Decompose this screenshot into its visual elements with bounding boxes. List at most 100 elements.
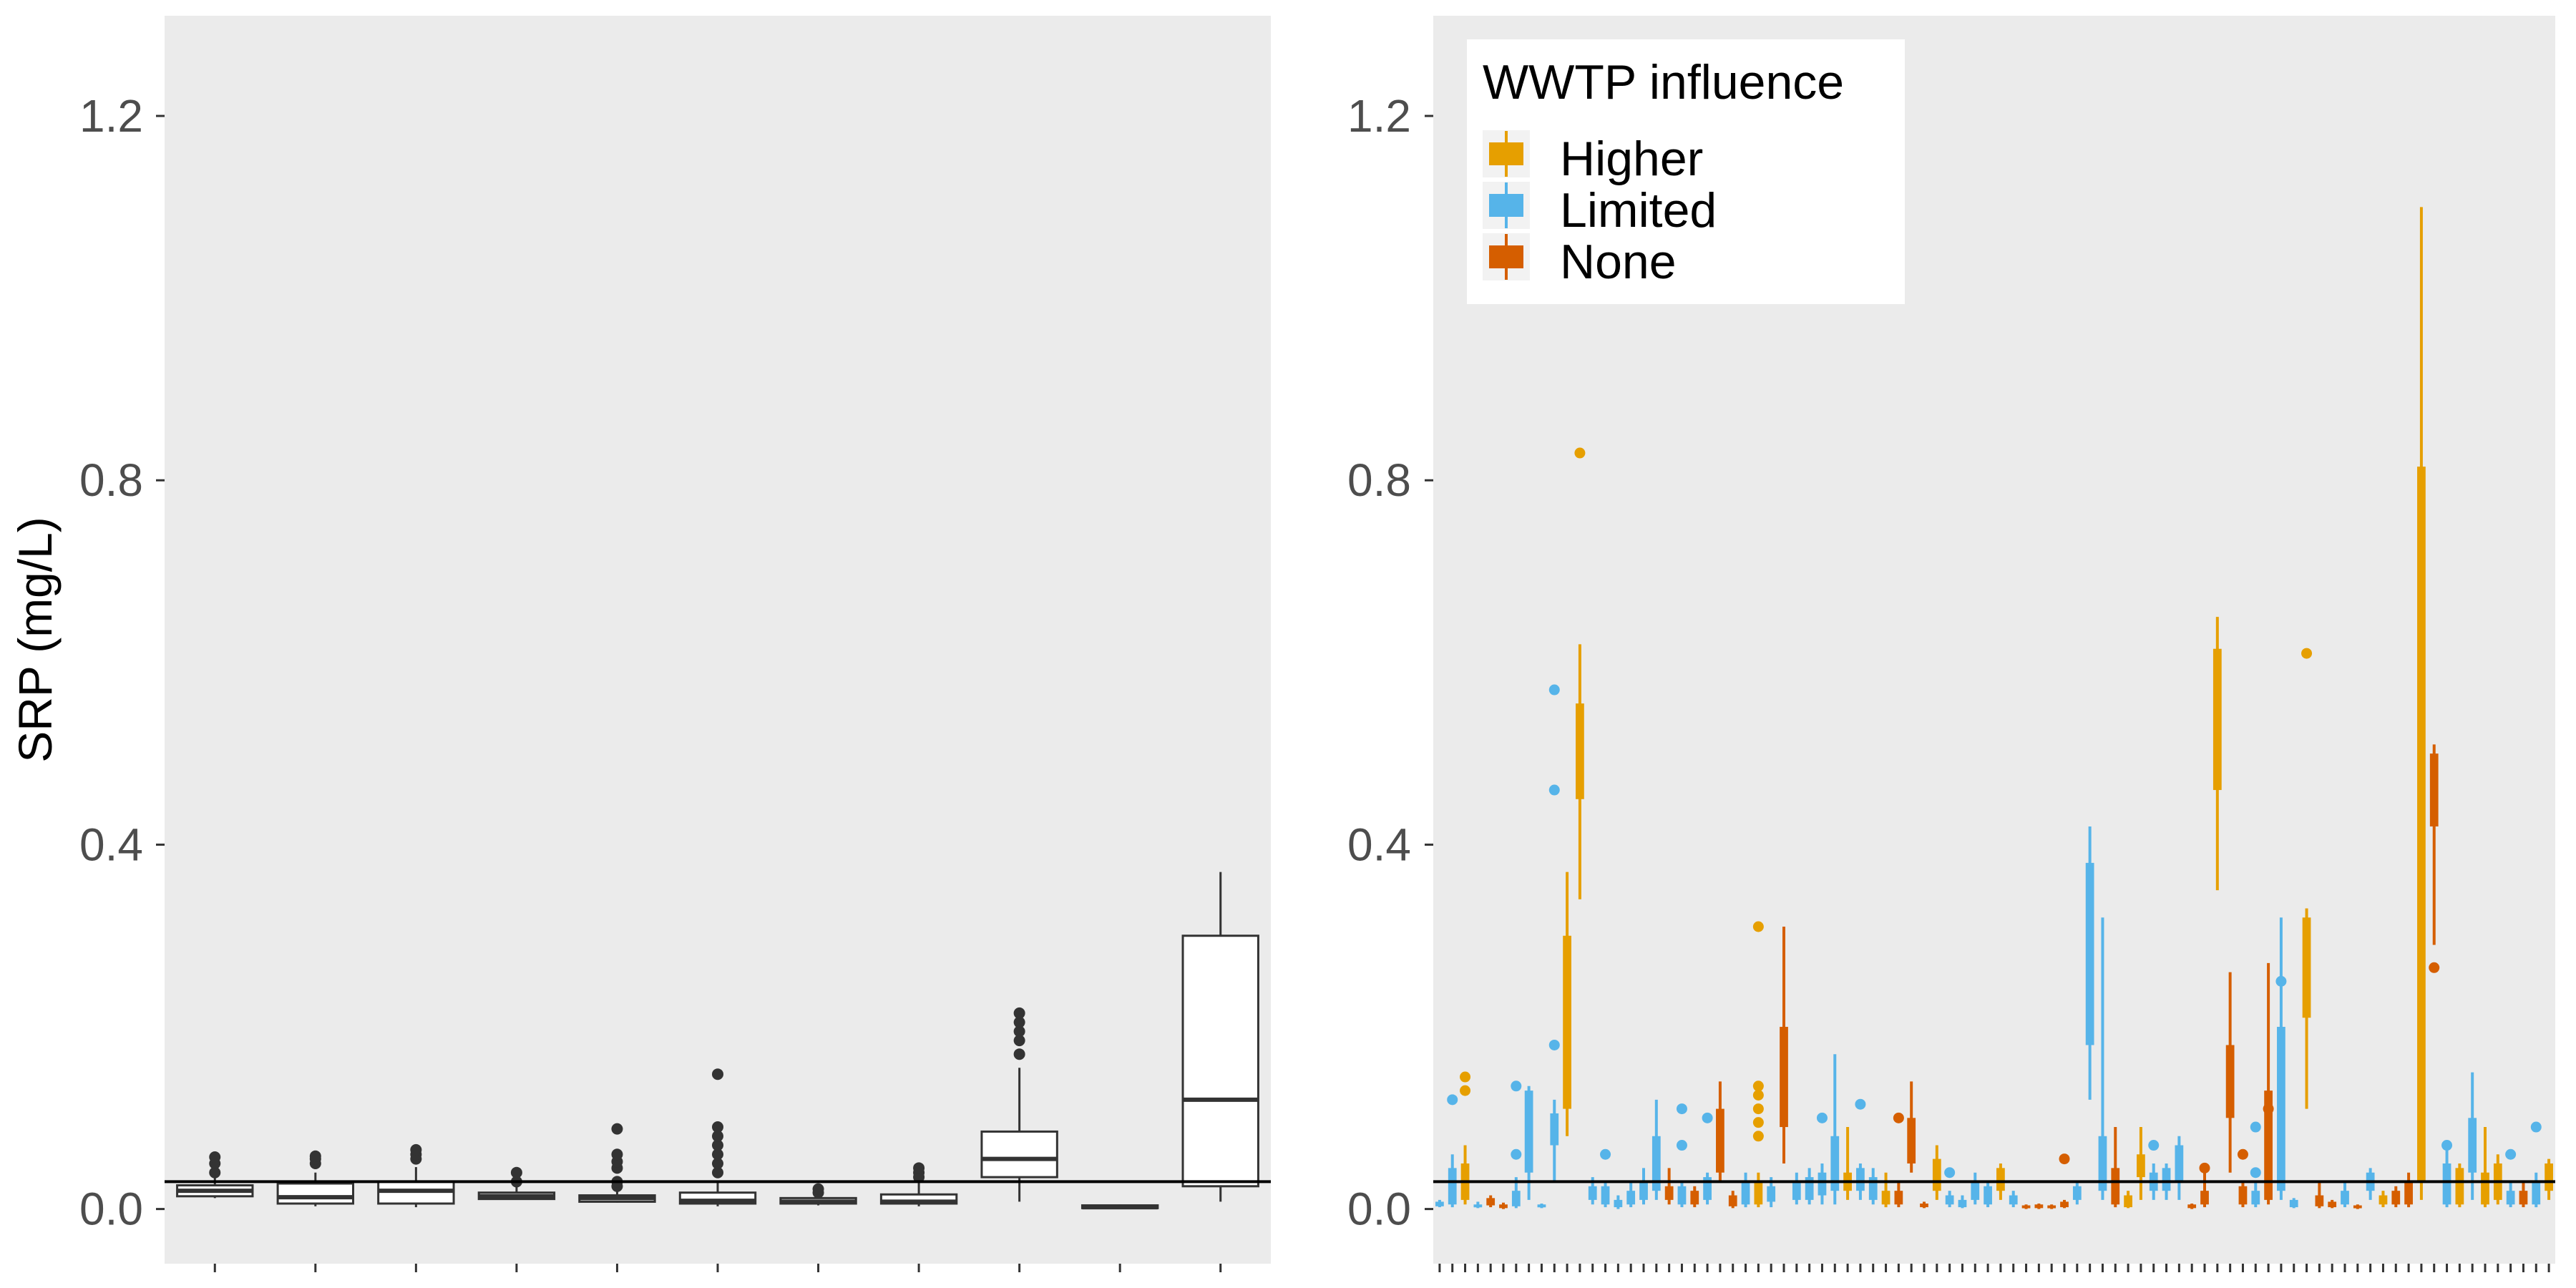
box-88 [2545, 1158, 2553, 1200]
box-body [2481, 1172, 2489, 1205]
box-body [1181, 935, 1259, 1188]
outlier-point [2199, 1162, 2210, 1174]
legend-key-limited-box [1489, 194, 1523, 217]
outlier-point [1548, 784, 1560, 796]
outlier-point [1752, 1080, 1764, 1092]
box-38 [1907, 1081, 1916, 1173]
outlier-point [712, 1130, 723, 1142]
outlier-point [1013, 1007, 1025, 1019]
box-body [1690, 1191, 1699, 1205]
box-body [1945, 1195, 1954, 1205]
box-39 [1920, 1201, 1928, 1209]
box-body [1639, 1181, 1648, 1200]
box-31 [1816, 1112, 1828, 1205]
box-22 [1702, 1112, 1713, 1205]
box-body [1601, 1186, 1610, 1205]
box-73 [2353, 1204, 2362, 1209]
box-36 [1881, 1172, 1890, 1208]
box-46 [2009, 1191, 2018, 1208]
box-body [2404, 1181, 2413, 1205]
box-15 [1614, 1195, 1623, 1209]
box-4 [1473, 1201, 1483, 1209]
outlier-point [1013, 1035, 1025, 1047]
box-10 [1080, 1204, 1159, 1210]
outlier-point [1752, 1089, 1764, 1101]
box-body [2060, 1201, 2069, 1208]
outlier-point [1013, 1016, 1025, 1028]
box-body [2098, 1136, 2107, 1191]
outlier-point [1676, 1140, 1687, 1151]
box-48 [2034, 1203, 2044, 1209]
box-29 [1792, 1172, 1801, 1205]
box-body [1754, 1181, 1763, 1205]
box-47 [2021, 1204, 2031, 1209]
box-body [2353, 1205, 2362, 1209]
box-body [2238, 1186, 2248, 1205]
box-30 [1805, 1168, 1814, 1205]
outlier-point [2263, 1103, 2274, 1115]
box-body [1868, 1177, 1878, 1200]
outlier-point [2275, 975, 2287, 987]
y-tick-label: 0.8 [79, 454, 143, 506]
box-75 [2379, 1191, 2388, 1208]
outlier-point [712, 1148, 723, 1161]
box-37 [1893, 1112, 1904, 1208]
box-72 [2341, 1181, 2349, 1208]
box-8 [879, 1162, 958, 1206]
outlier-point [1574, 447, 1586, 459]
box-body [2225, 1045, 2235, 1118]
box-body [980, 1130, 1058, 1179]
outlier-point [712, 1068, 723, 1080]
box-82 [2468, 1072, 2477, 1200]
box-87 [2530, 1121, 2542, 1208]
box-44 [1984, 1181, 1992, 1208]
legend-label-limited: Limited [1560, 183, 1717, 238]
box-35 [1868, 1168, 1878, 1205]
box-49 [2047, 1204, 2057, 1209]
box-20 [1676, 1103, 1687, 1208]
outlier-point [1548, 1039, 1560, 1050]
outlier-point [2505, 1148, 2517, 1160]
left-chart-marks [165, 872, 1271, 1210]
box-body [1499, 1204, 1508, 1209]
box-body [2277, 1027, 2285, 1191]
box-body [1741, 1181, 1750, 1205]
box-body [1728, 1195, 1737, 1206]
outlier-point [1944, 1167, 1956, 1179]
outlier-point [1600, 1148, 1611, 1160]
outlier-point [1548, 684, 1560, 696]
outlier-point [2441, 1140, 2453, 1151]
box-85 [2505, 1148, 2517, 1208]
box-69 [2301, 648, 2313, 1109]
box-body [2429, 753, 2439, 826]
outlier-point [2237, 1148, 2248, 1160]
box-body [2455, 1168, 2464, 1205]
box-body [1830, 1136, 1840, 1191]
box-81 [2455, 1163, 2464, 1208]
legend: WWTP influence Higher Limited None [1467, 39, 1905, 304]
box-body [2200, 1191, 2209, 1205]
box-55 [2124, 1191, 2132, 1209]
y-tick-label: 1.2 [79, 90, 143, 142]
box-11 [1563, 872, 1571, 1136]
y-tick-label: 0.8 [1347, 454, 1411, 506]
box-body [1703, 1177, 1712, 1200]
box-80 [2441, 1140, 2453, 1208]
box-79 [2429, 744, 2440, 973]
outlier-point [1447, 1094, 1458, 1106]
box-body [1971, 1181, 1980, 1200]
box-body [1767, 1186, 1776, 1202]
box-body [1537, 1204, 1546, 1208]
box-body [2442, 1163, 2451, 1205]
box-body [2021, 1205, 2031, 1209]
box-2 [276, 1150, 355, 1206]
box-body [1614, 1199, 1623, 1208]
box-body [1780, 1027, 1788, 1128]
outlier-point [1752, 1103, 1764, 1115]
y-tick-label: 0.4 [1347, 819, 1411, 870]
box-body [1486, 1198, 1496, 1206]
box-body [2264, 1091, 2273, 1200]
box-body [2162, 1168, 2171, 1191]
outlier-point [2148, 1140, 2160, 1151]
